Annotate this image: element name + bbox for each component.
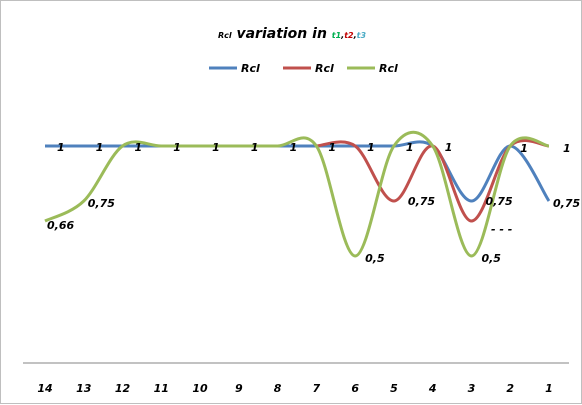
x-tick-label: 8 xyxy=(274,382,282,395)
title-sep2: , xyxy=(353,31,357,40)
data-label: 0,66 xyxy=(47,219,74,232)
x-tick-label: 11 xyxy=(154,382,169,395)
x-tick-label: 7 xyxy=(313,382,321,395)
legend-label-1: Rcl xyxy=(241,62,260,75)
data-label: 0,5 xyxy=(481,252,501,265)
data-label: 0,75 xyxy=(553,197,580,210)
data-label: 1 xyxy=(135,141,143,154)
data-label: 1 xyxy=(57,141,65,154)
data-label: 1 xyxy=(328,141,336,154)
chart-legend: Rcl Rcl Rcl xyxy=(209,62,398,75)
x-tick-label: 4 xyxy=(428,382,437,395)
x-tick-label: 2 xyxy=(506,382,514,395)
chart-title: Rcl variation in t1,t2,t3 xyxy=(218,26,367,42)
data-label: 1 xyxy=(212,141,220,154)
legend-label-2: Rcl xyxy=(315,62,334,75)
legend-item-2: Rcl xyxy=(283,62,334,75)
data-label: 1 xyxy=(251,141,259,154)
data-label: 0,75 xyxy=(485,195,512,208)
x-tick-label: 14 xyxy=(37,382,52,395)
data-label: 1 xyxy=(96,141,104,154)
title-t1: t1 xyxy=(332,31,341,40)
series-line-3 xyxy=(44,130,550,258)
x-tick-label: 12 xyxy=(115,382,131,395)
data-label: 1 xyxy=(173,141,181,154)
legend-label-3: Rcl xyxy=(379,62,398,75)
x-tick-label: 5 xyxy=(390,382,398,395)
data-label: 1 xyxy=(367,141,375,154)
title-prefix: Rcl xyxy=(218,31,232,40)
data-label: 1 xyxy=(406,141,414,154)
title-mid: variation in xyxy=(232,26,332,42)
x-tick-label: 9 xyxy=(235,382,243,395)
x-tick-labels: 14 13 12 11 10 9 8 7 6 5 4 3 2 1 xyxy=(37,382,552,395)
x-tick-label: 10 xyxy=(192,382,208,395)
title-t3: t3 xyxy=(357,31,367,40)
series-line-2 xyxy=(316,139,550,223)
legend-item-1: Rcl xyxy=(209,62,260,75)
dash-annotation: - - - xyxy=(491,223,512,236)
data-labels: 1 1 1 1 1 1 1 1 1 1 1 1 1 0,66 0,75 0,5 0,75 0,75 0,5 0,75 xyxy=(47,141,580,265)
series-layer xyxy=(44,130,551,258)
title-t2: t2 xyxy=(344,31,354,40)
title-sep1: , xyxy=(340,31,344,40)
data-label: 1 xyxy=(445,141,453,154)
x-tick-label: 6 xyxy=(351,382,359,395)
series-line-1 xyxy=(45,140,551,203)
data-label: 0,75 xyxy=(88,197,115,210)
x-tick-label: 3 xyxy=(468,382,476,395)
legend-item-3: Rcl xyxy=(347,62,398,75)
data-label: 1 xyxy=(563,142,571,155)
x-tick-label: 1 xyxy=(545,382,553,395)
data-label: 1 xyxy=(520,142,528,155)
data-label: 0,5 xyxy=(365,252,385,265)
x-tick-label: 13 xyxy=(76,382,92,395)
data-label: 1 xyxy=(290,141,298,154)
data-label: 0,75 xyxy=(408,195,435,208)
